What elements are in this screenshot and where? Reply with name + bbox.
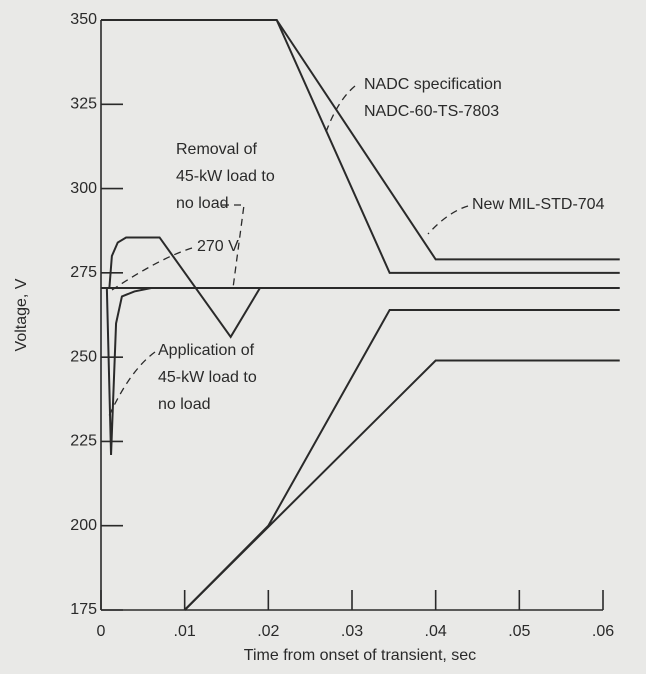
annotation: 45-kW load to	[158, 369, 257, 386]
leader	[427, 205, 469, 235]
x-tick-label: .04	[425, 623, 447, 640]
annotation: no load	[176, 195, 229, 212]
x-tick-label: .01	[174, 623, 196, 640]
y-tick-label: 250	[70, 348, 97, 365]
y-tick-label: 325	[70, 96, 97, 113]
y-tick-label: 350	[70, 11, 97, 28]
x-tick-label: .02	[257, 623, 279, 640]
y-tick-label: 300	[70, 180, 97, 197]
y-tick-label: 175	[70, 601, 97, 618]
annotation: 45-kW load to	[176, 168, 275, 185]
leader	[222, 204, 245, 289]
series-line	[108, 236, 261, 339]
x-tick-label: .06	[592, 623, 614, 640]
x-axis-title: Time from onset of transient, sec	[244, 647, 476, 664]
annotation: Application of	[158, 342, 255, 359]
series-line	[101, 19, 620, 274]
annotation: no load	[158, 396, 211, 413]
annotation: NADC specification	[364, 76, 502, 93]
leader	[111, 247, 193, 291]
x-tick-label: 0	[97, 623, 106, 640]
annotation: New MIL-STD-704	[472, 196, 605, 213]
series-line	[105, 287, 152, 455]
annotation: 270 V	[197, 238, 239, 255]
annotation: Removal of	[176, 141, 257, 158]
leader	[107, 351, 156, 419]
x-tick-label: .03	[341, 623, 363, 640]
series-line	[275, 19, 620, 261]
y-tick-label: 275	[70, 264, 97, 281]
annotation: NADC-60-TS-7803	[364, 103, 499, 120]
y-tick-label: 200	[70, 517, 97, 534]
leader	[325, 85, 356, 133]
y-axis-title: Voltage, V	[13, 278, 30, 351]
series-line	[183, 359, 620, 611]
x-tick-label: .05	[508, 623, 530, 640]
y-tick-label: 225	[70, 433, 97, 450]
